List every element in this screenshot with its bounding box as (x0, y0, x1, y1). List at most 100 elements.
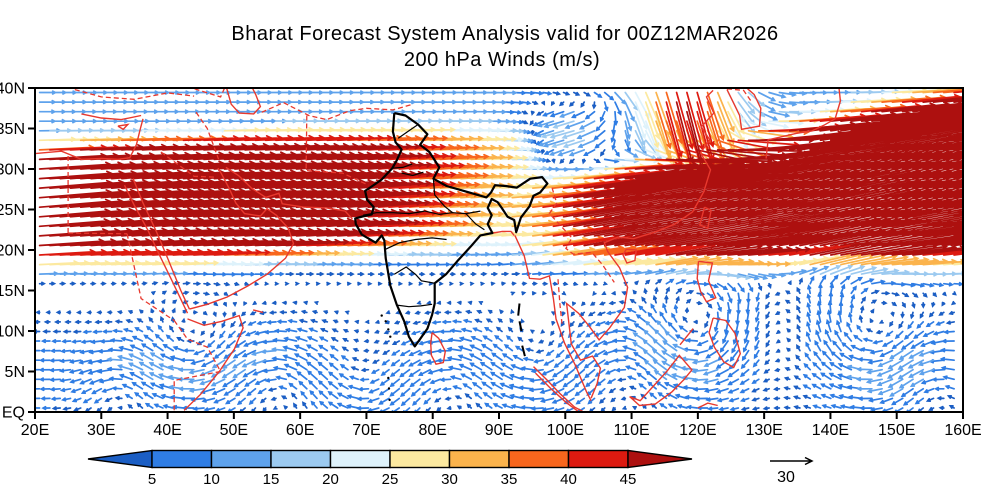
y-axis-tick-label: EQ (2, 405, 25, 422)
india-outline (354, 112, 549, 348)
island-dot (387, 328, 390, 331)
coastline (225, 166, 354, 220)
coastline (679, 328, 694, 346)
axes-layer: 20E 30E 40E 50E 60E 70E 80E 90E 100E 110E 120E 130E… (0, 81, 982, 440)
india-state-border (396, 303, 433, 308)
country-border (68, 232, 128, 235)
coastline (533, 366, 583, 412)
island-dot (387, 376, 390, 380)
coastline (123, 184, 189, 314)
island-chain (518, 321, 523, 332)
country-border (305, 115, 369, 186)
x-axis-tick-label: 70E (352, 422, 380, 439)
island-dot (388, 398, 391, 402)
india-state-border (465, 213, 485, 231)
y-axis-tick-label: 40N (0, 81, 25, 98)
wind-vector-layer (35, 88, 963, 412)
island-dot (387, 387, 391, 390)
india-state-border (392, 163, 413, 169)
coastline (765, 88, 842, 159)
colorbar-segment (448, 449, 510, 469)
coastline (535, 372, 579, 412)
x-axis-tick-label: 110E (613, 422, 649, 439)
coastline (429, 332, 447, 365)
x-axis-tick-label: 20E (21, 422, 49, 439)
x-axis-tick-label: 90E (485, 422, 513, 439)
colorbar-segment (508, 449, 570, 469)
coastline (81, 113, 142, 121)
x-axis-tick-label: 50E (220, 422, 248, 439)
coastline (183, 314, 244, 411)
coastline (189, 167, 295, 310)
country-border (126, 233, 175, 322)
coastline (492, 230, 515, 236)
x-axis-tick-label: 130E (745, 422, 782, 439)
y-axis-tick-label: 30N (0, 162, 25, 179)
island-dot (389, 335, 392, 338)
y-axis-tick-label: 5N (5, 364, 25, 381)
india-state-border (362, 210, 481, 216)
colorbar-segment (329, 449, 391, 469)
reference-vector: 30 (770, 456, 814, 486)
country-border (261, 101, 413, 121)
reference-arrow (770, 456, 814, 466)
coastline (708, 317, 742, 369)
wind-vectors-bin-9 (38, 96, 963, 256)
colorbar-tick-label: 10 (203, 471, 220, 488)
y-axis-tick-label: 20N (0, 243, 25, 260)
island-chain (521, 345, 526, 357)
country-border (548, 187, 615, 283)
colorbar-right-arrow (627, 449, 693, 469)
coastline (132, 178, 191, 310)
colorbar-segment (270, 449, 332, 469)
colorbar-segment (389, 449, 451, 469)
country-border (160, 151, 215, 178)
colorbar-segment (210, 449, 272, 469)
colorbar-segment (567, 449, 629, 469)
colorbar-left-arrow (87, 449, 153, 469)
coastline (618, 89, 715, 240)
coastline (622, 248, 637, 264)
x-axis-tick-label: 120E (679, 422, 716, 439)
coastline (698, 206, 712, 230)
colorbar-tick-label: 5 (148, 471, 156, 488)
colorbar-tick-label: 15 (263, 471, 280, 488)
chart-title: Bharat Forecast System Analysis valid fo… (231, 23, 778, 45)
x-axis-tick-label: 160E (944, 422, 981, 439)
x-axis-tick-label: 150E (878, 422, 915, 439)
coastline (696, 260, 717, 303)
india-state-border (385, 237, 447, 250)
x-axis-tick-label: 30E (87, 422, 115, 439)
y-axis-tick-label: 10N (0, 324, 25, 341)
chart-subtitle: 200 hPa Winds (m/s) (404, 49, 600, 71)
island-dot (380, 314, 383, 317)
coastline (697, 402, 718, 409)
coastline (35, 118, 144, 161)
colorbar: 5 10 15 20 25 30 35 40 45 (87, 449, 693, 488)
x-axis-tick-label: 60E (286, 422, 314, 439)
country-border (557, 279, 563, 324)
colorbar-tick-label: 40 (560, 471, 577, 488)
wind-vectors-bin-2 (38, 89, 935, 397)
country-border (195, 111, 220, 160)
india-state-border (432, 178, 453, 214)
india-state-border (397, 124, 419, 139)
india-state-border (401, 171, 424, 177)
colorbar-tick-label: 35 (501, 471, 518, 488)
coastline (117, 123, 130, 131)
colorbar-tick-label: 20 (322, 471, 339, 488)
coastline (252, 309, 264, 314)
reference-vector-label: 30 (777, 469, 795, 486)
x-axis-tick-label: 40E (153, 422, 181, 439)
y-axis-tick-label: 25N (0, 202, 25, 219)
country-border (173, 320, 222, 411)
country-border (74, 88, 195, 100)
y-axis-tick-label: 15N (0, 283, 25, 300)
x-axis-tick-label: 100E (547, 422, 584, 439)
colorbar-segment (151, 449, 213, 469)
colorbar-tick-label: 30 (441, 471, 458, 488)
country-border (191, 88, 226, 98)
colorbar-tick-label: 25 (382, 471, 399, 488)
basemap-layer (35, 88, 842, 412)
